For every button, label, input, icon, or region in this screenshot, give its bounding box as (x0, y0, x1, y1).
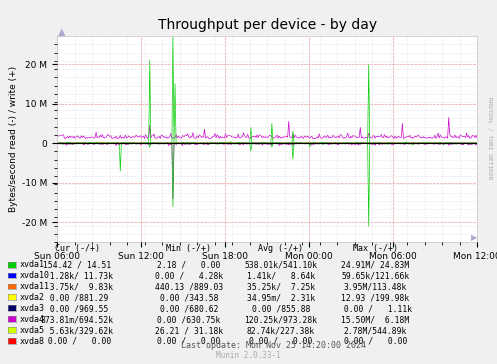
Text: 0.00 /969.55: 0.00 /969.55 (45, 304, 109, 313)
Text: 0.00 /343.58: 0.00 /343.58 (160, 293, 218, 302)
Text: 0.00 /855.88: 0.00 /855.88 (251, 304, 310, 313)
Text: 26.21 / 31.18k: 26.21 / 31.18k (155, 326, 223, 335)
Text: 0.00 /   0.00: 0.00 / 0.00 (43, 337, 111, 346)
Text: xvda11: xvda11 (20, 282, 50, 291)
Text: 3.95M/113.48k: 3.95M/113.48k (343, 282, 407, 291)
Text: xvda3: xvda3 (20, 304, 45, 313)
Text: xvda5: xvda5 (20, 326, 45, 335)
Title: Throughput per device - by day: Throughput per device - by day (158, 19, 377, 32)
Text: ▲: ▲ (58, 27, 66, 36)
Text: xvda4: xvda4 (20, 315, 45, 324)
Text: 15.50M/  6.18M: 15.50M/ 6.18M (341, 315, 410, 324)
Text: Cur (-/+): Cur (-/+) (55, 244, 99, 253)
Text: 0.00 /881.29: 0.00 /881.29 (45, 293, 109, 302)
Text: Min (-/+): Min (-/+) (166, 244, 211, 253)
Text: xvda2: xvda2 (20, 293, 45, 302)
Text: ▶: ▶ (471, 233, 477, 242)
Text: 120.25k/973.28k: 120.25k/973.28k (244, 315, 318, 324)
Text: 0.00 /   0.00: 0.00 / 0.00 (157, 337, 221, 346)
Text: RRDTOOL / TOBI OETIKER: RRDTOOL / TOBI OETIKER (487, 97, 492, 179)
Text: 0.00 /   0.00: 0.00 / 0.00 (249, 337, 313, 346)
Text: 1.41k/   8.64k: 1.41k/ 8.64k (247, 272, 315, 280)
Text: 0.00 /680.62: 0.00 /680.62 (160, 304, 218, 313)
Text: 873.81m/694.52k: 873.81m/694.52k (40, 315, 114, 324)
Text: Last update: Mon Nov 25 14:20:00 2024: Last update: Mon Nov 25 14:20:00 2024 (181, 341, 366, 350)
Text: 2.18 /   0.00: 2.18 / 0.00 (157, 261, 221, 269)
Text: 0.00 /   0.00: 0.00 / 0.00 (343, 337, 407, 346)
Text: xvda10: xvda10 (20, 272, 50, 280)
Text: xvda8: xvda8 (20, 337, 45, 346)
Text: 82.74k/227.38k: 82.74k/227.38k (247, 326, 315, 335)
Text: Munin 2.0.33-1: Munin 2.0.33-1 (216, 351, 281, 360)
Y-axis label: Bytes/second read (-) / write (+): Bytes/second read (-) / write (+) (9, 66, 18, 212)
Text: 538.01k/541.10k: 538.01k/541.10k (244, 261, 318, 269)
Text: 440.13 /889.03: 440.13 /889.03 (155, 282, 223, 291)
Text: Avg (-/+): Avg (-/+) (258, 244, 303, 253)
Text: Max (-/+): Max (-/+) (353, 244, 398, 253)
Text: 154.42 / 14.51: 154.42 / 14.51 (43, 261, 111, 269)
Text: 5.63k/329.62k: 5.63k/329.62k (40, 326, 114, 335)
Text: 0.00 /630.75k: 0.00 /630.75k (157, 315, 221, 324)
Text: 1.28k/ 11.73k: 1.28k/ 11.73k (40, 272, 114, 280)
Text: 59.65k/121.66k: 59.65k/121.66k (341, 272, 410, 280)
Text: 12.93 /199.98k: 12.93 /199.98k (341, 293, 410, 302)
Text: 3.75k/  9.83k: 3.75k/ 9.83k (40, 282, 114, 291)
Text: 0.00 /   4.28k: 0.00 / 4.28k (155, 272, 223, 280)
Text: 35.25k/  7.25k: 35.25k/ 7.25k (247, 282, 315, 291)
Text: 0.00 /   1.11k: 0.00 / 1.11k (338, 304, 412, 313)
Text: xvda1: xvda1 (20, 261, 45, 269)
Text: 34.95m/  2.31k: 34.95m/ 2.31k (247, 293, 315, 302)
Text: 2.78M/544.89k: 2.78M/544.89k (343, 326, 407, 335)
Text: 24.91M/ 24.83M: 24.91M/ 24.83M (341, 261, 410, 269)
